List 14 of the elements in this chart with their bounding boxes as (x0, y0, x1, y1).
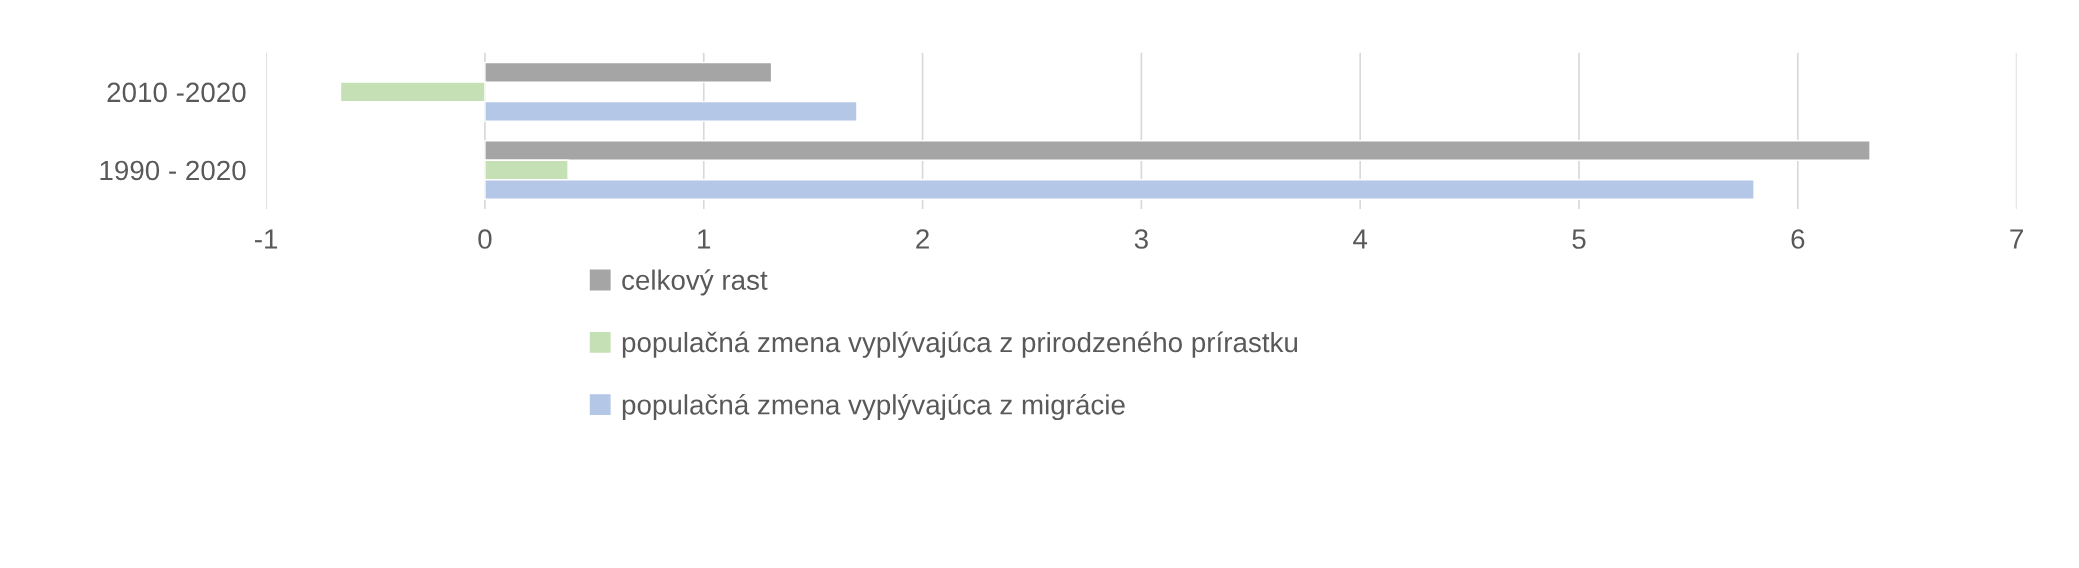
legend-label: celkový rast (622, 269, 768, 296)
x-tick-label: 7 (2010, 229, 2023, 249)
x-tick-label: 0 (478, 229, 492, 249)
y-tick-label: 1990 - 2020 (100, 160, 246, 181)
y-tick-label: 2010 -2020 (107, 82, 246, 103)
x-tick-label: 4 (1353, 229, 1368, 249)
legend-label: populačná zmena vyplývajúca z migrácie (622, 393, 1125, 421)
x-tick-label: 6 (1791, 229, 1805, 249)
legend-label: populačná zmena vyplývajúca z prirodzeného prírastku (622, 331, 1298, 358)
x-tick-label: 3 (1134, 229, 1148, 249)
x-tick-label: -1 (255, 229, 278, 249)
x-tick-label: 2 (916, 229, 929, 249)
x-tick-label: 5 (1572, 229, 1586, 249)
x-tick-label: 1 (698, 229, 711, 249)
